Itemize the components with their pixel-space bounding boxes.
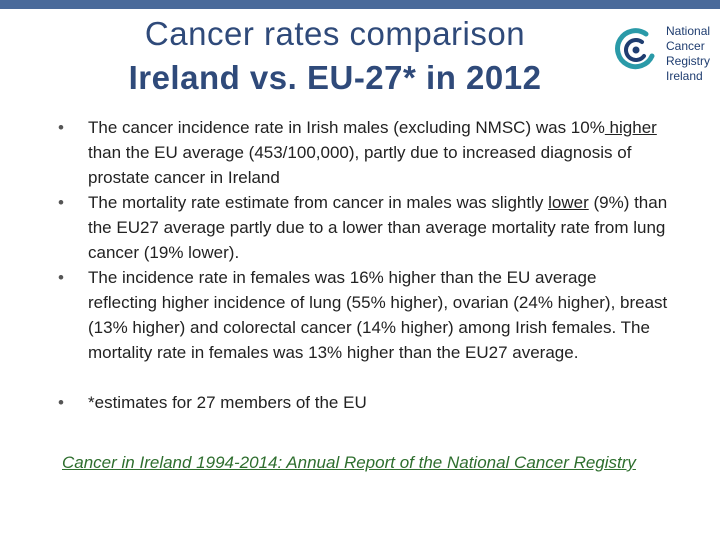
ncri-logo: National Cancer Registry Ireland (612, 20, 712, 92)
bullet-text: (9%) than the EU27 average partly due to… (88, 193, 668, 262)
top-accent-bar (0, 0, 720, 9)
logo-line: Registry (666, 54, 711, 68)
page-title: Cancer rates comparison Ireland vs. EU-2… (95, 12, 575, 100)
title-line-2: Ireland vs. EU-27* in 2012 (128, 59, 542, 96)
title-line-1: Cancer rates comparison (144, 15, 526, 52)
underlined-text: higher (604, 118, 657, 137)
logo-text: National Cancer Registry Ireland (666, 24, 710, 84)
bullet-male-mortality: The mortality rate estimate from cancer … (58, 190, 668, 265)
bullet-text: than the EU average (453/100,000), partl… (88, 143, 632, 187)
underlined-text: lower (548, 193, 589, 212)
logo-line: Ireland (666, 69, 703, 83)
bullet-male-incidence: The cancer incidence rate in Irish males… (58, 115, 668, 190)
logo-line: National (666, 24, 711, 38)
bullet-text: The mortality rate estimate from cancer … (88, 193, 549, 212)
bullet-female-rates: The incidence rate in females was 16% hi… (58, 265, 668, 365)
report-link[interactable]: Cancer in Ireland 1994-2014: Annual Repo… (62, 453, 636, 472)
bullet-list: The cancer incidence rate in Irish males… (58, 115, 668, 415)
bullet-footnote: *estimates for 27 members of the EU (58, 390, 668, 415)
ncri-logo-icon (615, 28, 655, 70)
logo-line: Cancer (666, 39, 705, 53)
bullet-text: The cancer incidence rate in Irish males… (88, 118, 605, 137)
